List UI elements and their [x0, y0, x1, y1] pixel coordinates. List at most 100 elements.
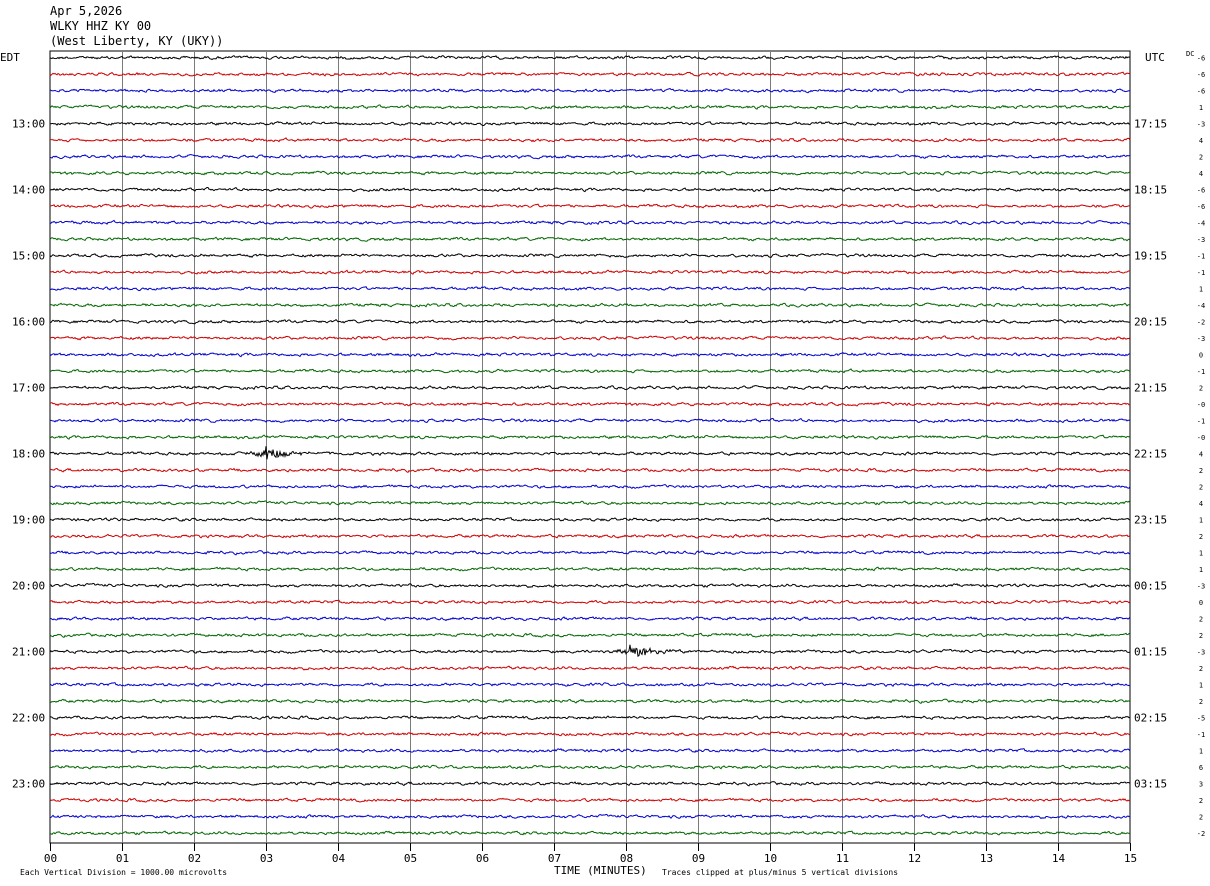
x-tick-label: 12: [908, 852, 921, 865]
trace-line: [49, 698, 1131, 704]
dc-offset-label: -3: [1197, 121, 1205, 129]
edt-hour-label: 14:00: [12, 184, 45, 197]
dc-offset-label: 2: [1199, 698, 1203, 706]
x-tick-label: 08: [620, 852, 633, 865]
trace-line: [49, 813, 1131, 820]
dc-offset-label: 2: [1199, 154, 1203, 162]
dc-offset-label: 2: [1199, 616, 1203, 624]
trace-line: [49, 186, 1131, 193]
dc-offset-label: 2: [1199, 467, 1203, 475]
x-tick-label: 05: [404, 852, 417, 865]
dc-offset-label: 3: [1199, 781, 1203, 789]
trace-line: [49, 616, 1131, 622]
dc-offset-label: -3: [1197, 583, 1205, 591]
dc-offset-label: -4: [1197, 302, 1205, 310]
trace-line: [49, 483, 1131, 490]
utc-hour-label: 17:15: [1134, 118, 1167, 131]
x-tick-label: 06: [476, 852, 489, 865]
x-tick-label: 04: [332, 852, 346, 865]
dc-offset-label: 4: [1199, 137, 1203, 145]
x-tick-label: 14: [1052, 852, 1066, 865]
trace-line: [49, 781, 1131, 787]
dc-offset-label: 1: [1199, 286, 1203, 294]
trace-line: [49, 731, 1131, 737]
dc-offset-label: 4: [1199, 170, 1203, 178]
dc-offset-label: -1: [1197, 253, 1205, 261]
x-tick-label: 03: [260, 852, 273, 865]
right-axis-label: UTC: [1145, 51, 1165, 64]
x-tick-label: 00: [44, 852, 57, 865]
x-axis-title: TIME (MINUTES): [554, 864, 647, 877]
trace-line: [49, 153, 1131, 160]
x-tick-label: 09: [692, 852, 705, 865]
x-tick-label: 11: [836, 852, 849, 865]
trace-line: [49, 55, 1131, 61]
edt-hour-label: 15:00: [12, 250, 45, 263]
edt-hour-label: 22:00: [12, 712, 45, 725]
grid: [49, 50, 1131, 851]
trace-line: [49, 550, 1131, 556]
chart-date: Apr 5,2026: [50, 4, 123, 18]
dc-offset-label: 2: [1199, 484, 1203, 492]
dc-label: DC: [1186, 50, 1194, 58]
dc-offset-label: -6: [1197, 55, 1205, 63]
trace-line: [49, 830, 1131, 836]
footer-scale-note: Each Vertical Division = 1000.00 microvo…: [20, 868, 227, 877]
trace-line: [49, 682, 1131, 688]
dc-offset-label: -1: [1197, 368, 1205, 376]
trace-line: [49, 252, 1131, 259]
trace-line: [49, 401, 1131, 407]
trace-line: [49, 203, 1131, 209]
dc-offset-label: -1: [1197, 418, 1205, 426]
edt-hour-label: 19:00: [12, 514, 45, 527]
dc-offset-label: -2: [1197, 319, 1205, 327]
trace-line: [49, 797, 1131, 803]
utc-hour-label: 01:15: [1134, 646, 1167, 659]
trace-line: [49, 517, 1131, 523]
dc-offset-label: -1: [1197, 731, 1205, 739]
trace-line: [49, 269, 1131, 275]
dc-offset-label: -3: [1197, 236, 1205, 244]
dc-offset-label: -6: [1197, 71, 1205, 79]
dc-offset-label: 1: [1199, 517, 1203, 525]
edt-hour-label: 18:00: [12, 448, 45, 461]
dc-offset-label: 2: [1199, 665, 1203, 673]
dc-offset-label: -0: [1197, 401, 1205, 409]
dc-offset-label: 0: [1199, 352, 1203, 360]
edt-hour-label: 13:00: [12, 118, 45, 131]
chart-station: WLKY HHZ KY 00: [50, 19, 152, 33]
x-tick-label: 10: [764, 852, 777, 865]
trace-line: [49, 417, 1131, 424]
trace-line: [49, 467, 1131, 473]
trace-line: [49, 71, 1131, 77]
dc-offset-label: 2: [1199, 533, 1203, 541]
trace-line: [49, 219, 1131, 226]
label-group: 00 01 02 03 04 05 06 07 08 09 10 11 12 13 14 15-6-6-61-…: [12, 55, 1205, 865]
trace-line: [49, 446, 1131, 460]
edt-hour-label: 20:00: [12, 580, 45, 593]
trace-line: [49, 747, 1131, 754]
utc-hour-label: 20:15: [1134, 316, 1167, 329]
dc-offset-label: -2: [1197, 830, 1205, 838]
dc-offset-label: -1: [1197, 269, 1205, 277]
trace-line: [49, 434, 1131, 440]
edt-hour-label: 23:00: [12, 778, 45, 791]
trace-line: [49, 566, 1131, 572]
dc-offset-label: -3: [1197, 649, 1205, 657]
dc-offset-label: 1: [1199, 104, 1203, 112]
dc-offset-label: -5: [1197, 715, 1205, 723]
dc-offset-label: 6: [1199, 764, 1203, 772]
dc-offset-label: 1: [1199, 550, 1203, 558]
dc-offset-label: 4: [1199, 451, 1203, 459]
utc-hour-label: 21:15: [1134, 382, 1167, 395]
trace-line: [49, 368, 1131, 374]
x-tick-label: 15: [1124, 852, 1137, 865]
trace-line: [49, 385, 1131, 391]
trace-line: [49, 715, 1131, 721]
dc-offset-label: 2: [1199, 385, 1203, 393]
trace-line: [49, 318, 1131, 325]
trace-line: [49, 764, 1131, 770]
dc-offset-label: 4: [1199, 500, 1203, 508]
dc-offset-label: -6: [1197, 88, 1205, 96]
